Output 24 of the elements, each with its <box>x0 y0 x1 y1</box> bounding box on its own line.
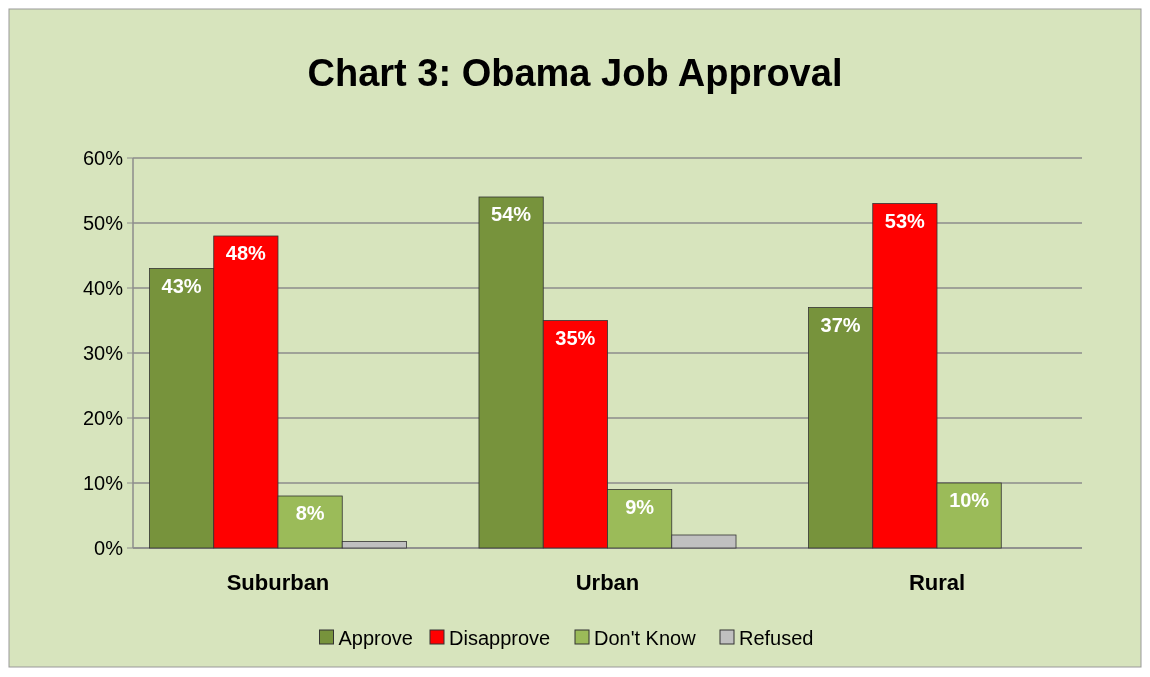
x-tick-label: Suburban <box>226 570 330 595</box>
y-tick-label: 50% <box>82 212 124 234</box>
data-label: 43% <box>161 274 202 297</box>
data-label: 10% <box>949 489 990 511</box>
data-label: 35% <box>555 326 596 349</box>
data-label: 9% <box>625 495 655 518</box>
data-label: 8% <box>295 502 325 524</box>
legend-label: Approve <box>338 627 413 649</box>
legend-label: Disapprove <box>449 627 551 649</box>
legend-label: Don't Know <box>594 627 697 649</box>
x-tick-label: Rural <box>908 570 966 595</box>
data-label: 53% <box>884 209 926 232</box>
y-tick-label: 20% <box>82 407 124 429</box>
y-tick-label: 60% <box>82 147 124 169</box>
y-tick-label: 0% <box>94 537 124 559</box>
x-tick-label: Urban <box>575 570 640 595</box>
y-tick-label: 10% <box>82 472 124 494</box>
y-tick-label: 30% <box>82 342 124 364</box>
y-tick-label: 40% <box>82 277 124 299</box>
data-label: 54% <box>491 203 532 225</box>
chart-title: Chart 3: Obama Job Approval <box>307 52 843 94</box>
legend-label: Refused <box>739 627 814 649</box>
data-label: 37% <box>820 313 861 336</box>
data-label: 48% <box>225 242 267 264</box>
